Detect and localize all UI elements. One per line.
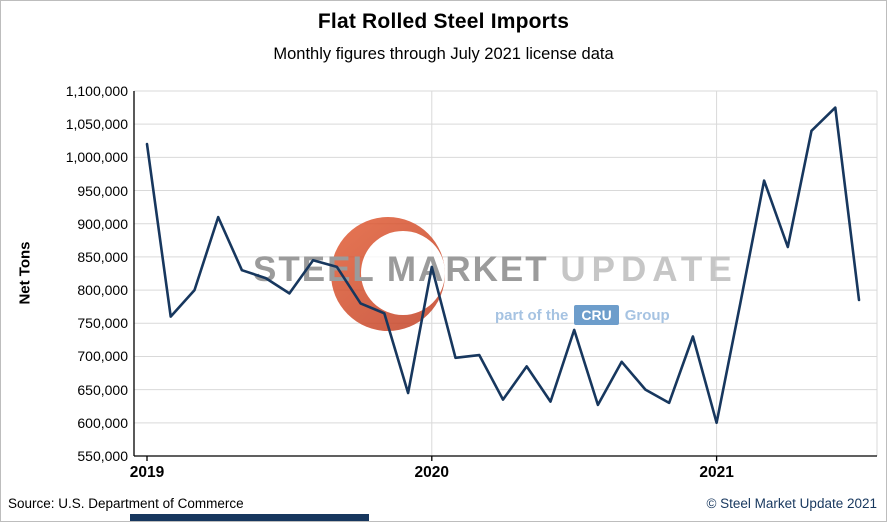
y-tick-label: 950,000 [77, 182, 128, 199]
smu-watermark-word-update: UPDATE [560, 250, 738, 289]
bottom-accent-bar [130, 514, 369, 521]
smu-tagline-prefix: part of the [495, 306, 569, 324]
y-tick-label: 700,000 [77, 348, 128, 365]
y-tick-label: 650,000 [77, 381, 128, 398]
x-axis-ticks: 2019 2020 2021 [1, 464, 886, 484]
smu-watermark-brand: STEEL MARKET UPDATE [253, 250, 738, 290]
copyright-note: © Steel Market Update 2021 [706, 496, 877, 511]
y-tick-label: 900,000 [77, 215, 128, 232]
y-tick-label: 550,000 [77, 448, 128, 464]
smu-watermark-word-market: MARKET [386, 250, 549, 289]
y-tick-label: 1,100,000 [65, 83, 128, 99]
x-tick-label: 2019 [129, 464, 165, 481]
smu-tagline-group: Group [624, 306, 670, 324]
smu-watermark-word-steel: STEEL [253, 250, 376, 289]
y-tick-label: 800,000 [77, 282, 128, 299]
x-tick-label: 2021 [699, 464, 734, 481]
y-tick-label: 1,000,000 [65, 149, 128, 166]
y-tick-label: 1,050,000 [65, 116, 128, 133]
y-tick-label: 850,000 [77, 248, 128, 265]
smu-watermark-tagline: part of the CRU Group [495, 305, 670, 325]
y-tick-label: 600,000 [77, 414, 128, 431]
y-tick-label: 750,000 [77, 315, 128, 332]
chart-title: Flat Rolled Steel Imports [317, 10, 570, 33]
source-note: Source: U.S. Department of Commerce [8, 496, 244, 511]
cru-badge: CRU [574, 305, 619, 325]
x-tick-label: 2020 [414, 464, 450, 481]
smu-watermark: STEEL MARKET UPDATE part of the CRU Grou… [239, 217, 739, 339]
y-axis-ticks: 550,000 600,000 650,000 700,000 750,000 800,0… [1, 1, 128, 521]
chart-subtitle: Monthly figures through July 2021 licens… [273, 45, 614, 63]
